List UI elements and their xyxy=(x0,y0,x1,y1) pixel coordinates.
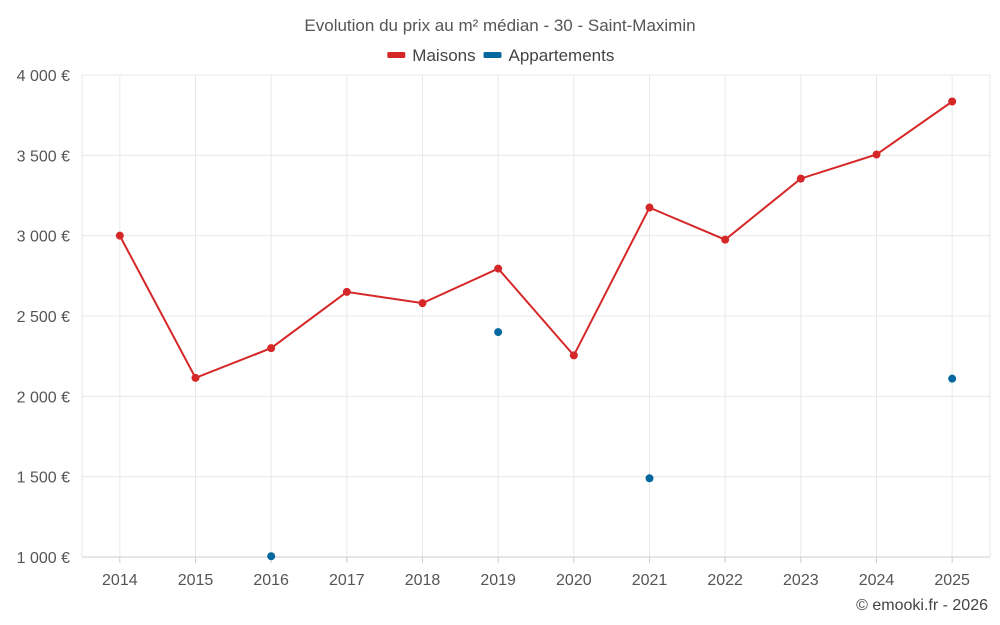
data-point[interactable] xyxy=(796,174,805,183)
data-point[interactable] xyxy=(494,264,503,273)
data-point[interactable] xyxy=(569,351,578,360)
data-point[interactable] xyxy=(721,235,730,244)
x-tick-label: 2015 xyxy=(178,572,214,589)
y-tick-label: 2 000 € xyxy=(17,389,70,406)
legend-item-appartements[interactable]: Appartements xyxy=(483,46,615,65)
x-tick-label: 2019 xyxy=(480,572,516,589)
data-point[interactable] xyxy=(418,299,427,308)
series-maisons xyxy=(115,97,957,382)
credit-text: © emooki.fr - 2026 xyxy=(856,597,988,614)
x-tick-label: 2024 xyxy=(859,572,895,589)
x-tick-label: 2014 xyxy=(102,572,138,589)
legend[interactable]: Maisons Appartements xyxy=(387,46,614,65)
y-tick-label: 3 500 € xyxy=(17,148,70,165)
x-tick-label: 2025 xyxy=(934,572,970,589)
x-tick-label: 2021 xyxy=(632,572,668,589)
x-tick-label: 2016 xyxy=(253,572,289,589)
legend-label: Appartements xyxy=(509,46,615,65)
series-appartements xyxy=(267,328,957,561)
x-tick-label: 2018 xyxy=(405,572,441,589)
data-point[interactable] xyxy=(191,373,200,382)
y-tick-label: 4 000 € xyxy=(17,68,70,85)
data-point[interactable] xyxy=(948,374,957,383)
data-point[interactable] xyxy=(645,474,654,483)
y-tick-label: 2 500 € xyxy=(17,309,70,326)
legend-item-maisons[interactable]: Maisons xyxy=(387,46,476,65)
data-point[interactable] xyxy=(494,328,503,337)
data-point[interactable] xyxy=(645,203,654,212)
x-axis-ticks: 2014 2015 2016 2017 2018 2019 2020 2021 2022 2023… xyxy=(102,557,970,589)
legend-swatch xyxy=(387,52,406,58)
series xyxy=(115,97,957,561)
data-point[interactable] xyxy=(948,97,957,106)
data-point[interactable] xyxy=(267,552,276,561)
y-tick-label: 3 000 € xyxy=(17,229,70,246)
legend-swatch xyxy=(483,52,502,58)
data-point[interactable] xyxy=(115,231,124,240)
y-axis-ticks: 1 000 € 1 500 € 2 000 € 2 500 € 3 000 € 3 500… xyxy=(17,68,70,567)
data-point[interactable] xyxy=(872,150,881,159)
series-line xyxy=(118,100,953,380)
x-tick-label: 2023 xyxy=(783,572,819,589)
grid xyxy=(81,74,991,558)
x-tick-label: 2020 xyxy=(556,572,592,589)
x-tick-label: 2017 xyxy=(329,572,365,589)
legend-label: Maisons xyxy=(412,46,475,65)
y-tick-label: 1 000 € xyxy=(17,550,70,567)
chart-title: Evolution du prix au m² médian - 30 - Sa… xyxy=(304,16,695,35)
y-tick-label: 1 500 € xyxy=(17,470,70,487)
data-point[interactable] xyxy=(342,287,351,296)
x-tick-label: 2022 xyxy=(707,572,743,589)
data-point[interactable] xyxy=(267,344,276,353)
